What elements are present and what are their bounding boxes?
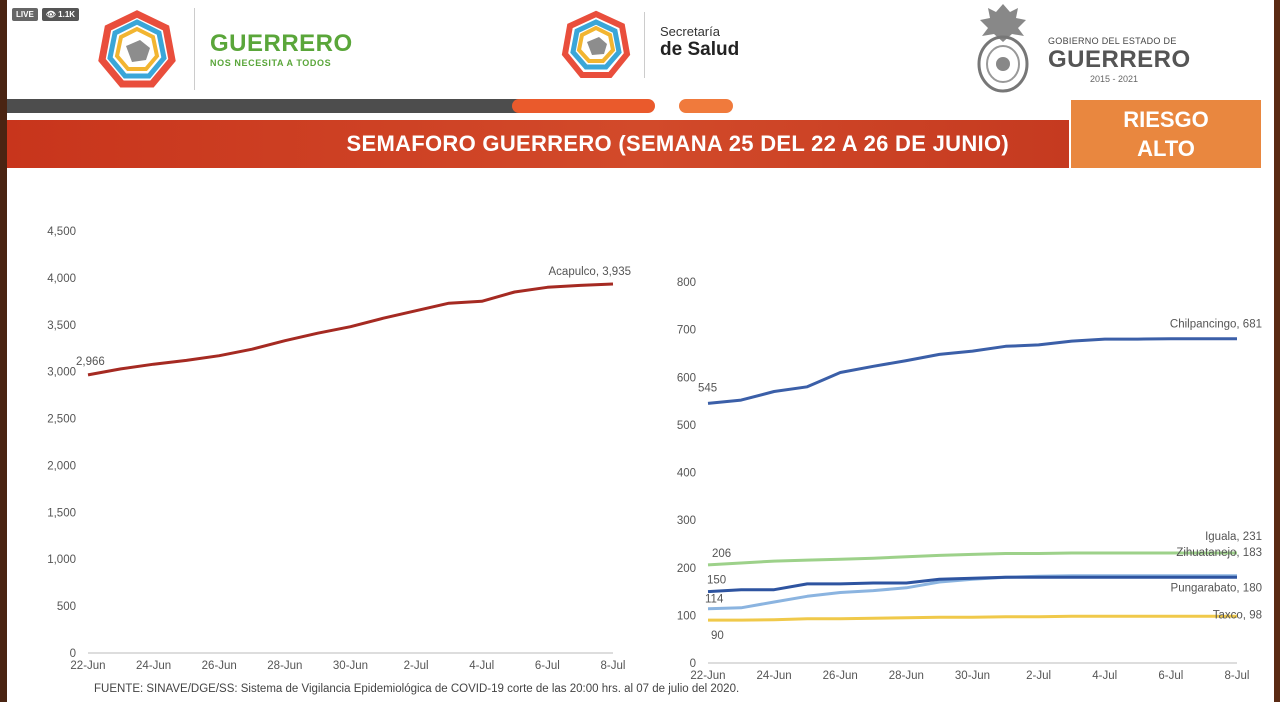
y-tick-label: 4,000 [47, 273, 76, 285]
x-tick-label: 2-Jul [404, 660, 429, 672]
series-line-chilpancingo [707, 337, 1237, 405]
y-tick-label: 400 [677, 468, 696, 480]
salud-line2: de Salud [660, 39, 740, 60]
banner-title: SEMAFORO GUERRERO (SEMANA 25 DEL 22 A 26… [346, 131, 1009, 156]
end-value-label: Pungarabato, 180 [1171, 582, 1262, 594]
salud-divider [644, 12, 645, 78]
y-tick-label: 100 [677, 610, 696, 622]
end-value-label: Iguala, 231 [1205, 531, 1262, 543]
orange-stripe [512, 99, 655, 113]
end-value-label: Taxco, 98 [1213, 609, 1262, 621]
source-note: FUENTE: SINAVE/DGE/SS: Sistema de Vigila… [94, 683, 740, 695]
y-tick-label: 0 [690, 658, 696, 670]
state-government-wordmark: GOBIERNO DEL ESTADO DE GUERRERO 2015 - 2… [1048, 36, 1191, 84]
y-tick-label: 700 [677, 325, 696, 337]
series-line-zihuatanejo [707, 574, 1237, 611]
stream-badges: LIVE 👁 1.1K [12, 8, 80, 21]
x-tick-label: 4-Jul [469, 660, 494, 672]
x-tick-label: 6-Jul [535, 660, 560, 672]
eye-icon: 👁 [45, 10, 56, 19]
y-tick-label: 600 [677, 372, 696, 384]
y-tick-label: 800 [677, 277, 696, 289]
x-tick-label: 2-Jul [1026, 670, 1051, 682]
start-value-label: 90 [711, 630, 724, 642]
x-tick-label: 28-Jun [889, 670, 924, 682]
x-tick-label: 6-Jul [1158, 670, 1183, 682]
state-seal-logo [972, 2, 1034, 94]
series-line-pungarabato [707, 575, 1237, 594]
gov-line1: GOBIERNO DEL ESTADO DE [1048, 36, 1177, 46]
x-tick-label: 24-Jun [136, 660, 171, 672]
guerrero-slogan: NOS NECESITA A TODOS [210, 58, 332, 68]
y-tick-label: 200 [677, 563, 696, 575]
x-tick-label: 24-Jun [757, 670, 792, 682]
y-tick-label: 3,500 [47, 320, 76, 332]
series-line-taxco [708, 614, 1237, 622]
y-tick-label: 300 [677, 515, 696, 527]
x-tick-label: 22-Jun [70, 660, 105, 672]
y-tick-label: 0 [70, 648, 76, 660]
start-value-label: 150 [707, 575, 726, 587]
x-tick-label: 22-Jun [690, 670, 725, 682]
right-frame-border [1274, 0, 1280, 702]
series-line-acapulco [87, 282, 614, 377]
y-tick-label: 500 [57, 601, 76, 613]
start-value-label: 114 [705, 594, 724, 606]
left-frame-border [0, 0, 7, 702]
live-badge: LIVE [12, 8, 38, 21]
municipalities-chart: 0 100 200 300 400 500 600 700 800 22-Jun 24-Jun 26-… [677, 277, 1262, 682]
start-value-label: 206 [712, 548, 731, 560]
series-line-iguala [707, 551, 1237, 567]
acapulco-chart: 0 500 1,000 1,500 2,000 2,500 3,000 3,500 4,000 4… [47, 226, 631, 672]
x-tick-label: 8-Jul [601, 660, 626, 672]
gov-line2: GUERRERO [1048, 46, 1191, 73]
y-tick-label: 3,000 [47, 367, 76, 379]
title-banner: SEMAFORO GUERRERO (SEMANA 25 DEL 22 A 26… [7, 120, 1069, 168]
start-value-label: 545 [698, 382, 717, 394]
y-tick-label: 1,000 [47, 554, 76, 566]
x-tick-label: 4-Jul [1092, 670, 1117, 682]
guerrero-wordmark: GUERRERO NOS NECESITA A TODOS [210, 30, 353, 68]
end-value-label: Acapulco, 3,935 [549, 266, 631, 278]
guerrero-emblem-logo [96, 10, 178, 90]
end-value-label: Zihuatanejo, 183 [1176, 547, 1262, 559]
views-count: 1.1K [58, 10, 76, 19]
x-tick-label: 26-Jun [202, 660, 237, 672]
x-tick-label: 30-Jun [333, 660, 368, 672]
salud-line1: Secretaría [660, 24, 720, 39]
risk-line1: RIESGO [1123, 107, 1209, 132]
x-tick-label: 30-Jun [955, 670, 990, 682]
salud-emblem-logo [560, 10, 632, 80]
salud-wordmark: Secretaría de Salud [660, 24, 739, 61]
x-tick-label: 28-Jun [267, 660, 302, 672]
risk-level-box: RIESGO ALTO [1071, 100, 1261, 168]
risk-line2: ALTO [1137, 136, 1195, 161]
y-tick-label: 2,000 [47, 460, 76, 472]
gray-stripe [7, 99, 527, 113]
gov-years: 2015 - 2021 [1090, 74, 1139, 84]
orange-pill [679, 99, 733, 113]
logo-divider [194, 8, 195, 90]
start-value-label: 2,966 [76, 356, 105, 368]
y-tick-label: 4,500 [47, 226, 76, 238]
views-badge: 👁 1.1K [41, 8, 80, 21]
end-value-label: Chilpancingo, 681 [1170, 319, 1262, 331]
y-tick-label: 2,500 [47, 414, 76, 426]
y-tick-label: 1,500 [47, 507, 76, 519]
x-tick-label: 8-Jul [1225, 670, 1250, 682]
x-tick-label: 26-Jun [823, 670, 858, 682]
y-tick-label: 500 [677, 420, 696, 432]
guerrero-title: GUERRERO [210, 30, 353, 57]
